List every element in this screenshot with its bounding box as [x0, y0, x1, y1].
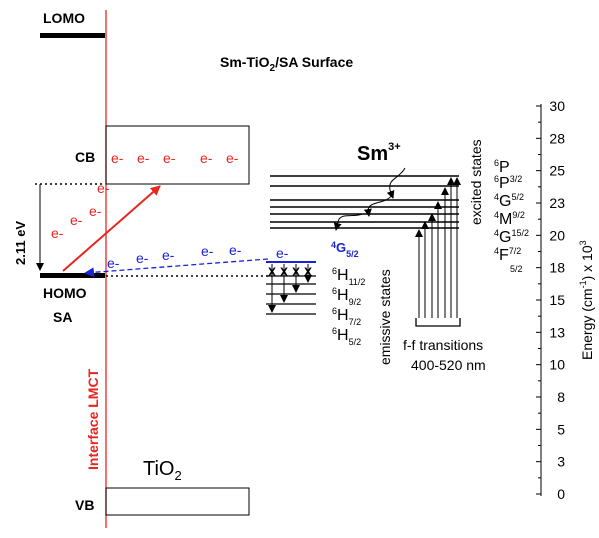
ff-bracket [415, 318, 461, 327]
axis-tick-label: 23 [549, 195, 565, 211]
electron: e- [136, 250, 149, 266]
x-mark: X [292, 265, 300, 279]
homo-level [40, 273, 105, 278]
emission-arrows [268, 264, 312, 313]
term-4g52: 4G5/2 [494, 192, 524, 210]
x-mark: X [304, 265, 312, 279]
valence-band [105, 487, 250, 516]
axis-tick-label: 20 [549, 227, 565, 243]
diagram-title: Sm-TiO2/SA Surface [220, 54, 353, 74]
axis-tick-label: 0 [557, 486, 565, 502]
relax-arrow [363, 194, 393, 217]
sm-ion-label: Sm3+ [357, 141, 401, 165]
emissive-states-label: emissive states [377, 269, 393, 365]
term-6p32: 6P3/2 [494, 174, 522, 192]
term-h5: 6H5/2 [332, 326, 361, 347]
sa-label: SA [53, 309, 72, 325]
term-4g152: 4G15/2 [494, 228, 529, 246]
axis-tick-label: 30 [549, 98, 565, 114]
conduction-band [105, 125, 250, 185]
ff-label: f-f transitions [403, 337, 483, 353]
axis-tick-label: 13 [549, 324, 565, 340]
x-mark: X [280, 265, 288, 279]
axis-tick-label: 8 [557, 389, 565, 405]
emissive-levels [266, 275, 316, 315]
electron: e- [97, 180, 110, 196]
electron: e- [107, 255, 120, 271]
transfer-electrons: e- e- e- e- e- e- [107, 242, 289, 271]
electron: e- [201, 243, 214, 259]
axis-tick-label: 25 [549, 163, 565, 179]
axis-tick-label: 3 [557, 454, 565, 470]
x-mark: X [268, 265, 276, 279]
electron: e- [226, 150, 239, 166]
electron: e- [163, 150, 176, 166]
term-h7: 6H7/2 [332, 306, 361, 327]
electron: e- [137, 150, 150, 166]
electron: e- [89, 203, 102, 219]
lmct-label: Interface LMCT [85, 368, 101, 470]
term-h11: 6H11/2 [332, 266, 365, 287]
term-52: 5/2 [510, 264, 523, 274]
back-transfer-arrow [84, 258, 269, 278]
term-6p: 6P [494, 158, 510, 176]
cb-electrons: e- e- e- e- e- [111, 150, 239, 166]
gap-label: 2.11 eV [13, 221, 28, 265]
lomo-level [40, 33, 105, 38]
lmct-arrow [62, 185, 161, 272]
relax-arrow [386, 167, 406, 199]
axis-tick-label: 5 [557, 421, 565, 437]
term-4m92: 4M9/2 [494, 210, 525, 228]
term-h9: 6H9/2 [332, 286, 361, 307]
relax-arrow [333, 213, 363, 231]
lomo-label: LOMO [43, 10, 85, 26]
axis-label: Energy (cm-1) x 103 [578, 240, 595, 360]
homo-label: HOMO [43, 285, 87, 301]
axis-tick-label: 18 [549, 260, 565, 276]
electron: e- [51, 225, 64, 241]
electron: e- [200, 150, 213, 166]
electron: e- [70, 212, 83, 228]
relaxation-arrows [333, 167, 406, 231]
electron: e- [276, 245, 289, 261]
sm-excited-levels [270, 175, 459, 229]
x-marks: X X X X [268, 265, 312, 279]
excited-terms: 6P 6P3/2 4G5/2 4M9/2 4G15/2 4F7/2 5/2 [494, 158, 529, 274]
electron: e- [229, 242, 242, 258]
vb-label: VB [75, 497, 94, 513]
axis-tick-label: 28 [549, 130, 565, 146]
emitting-level-label: 4G5/2 [331, 240, 359, 259]
tio2-label: TiO2 [143, 458, 182, 483]
electron: e- [162, 247, 175, 263]
emissive-terms: 6H11/2 6H9/2 6H7/2 6H5/2 [332, 266, 365, 347]
electron: e- [111, 150, 124, 166]
excited-states-label: excited states [468, 139, 484, 225]
axis-tick-label: 10 [549, 357, 565, 373]
term-4f72: 4F7/2 [494, 246, 521, 264]
lmct-electrons: e- e- e- e- [51, 180, 110, 241]
axis-tick-label: 15 [549, 292, 565, 308]
ff-arrows [415, 177, 461, 318]
cb-label: CB [75, 149, 95, 165]
ff-range: 400-520 nm [411, 357, 486, 373]
